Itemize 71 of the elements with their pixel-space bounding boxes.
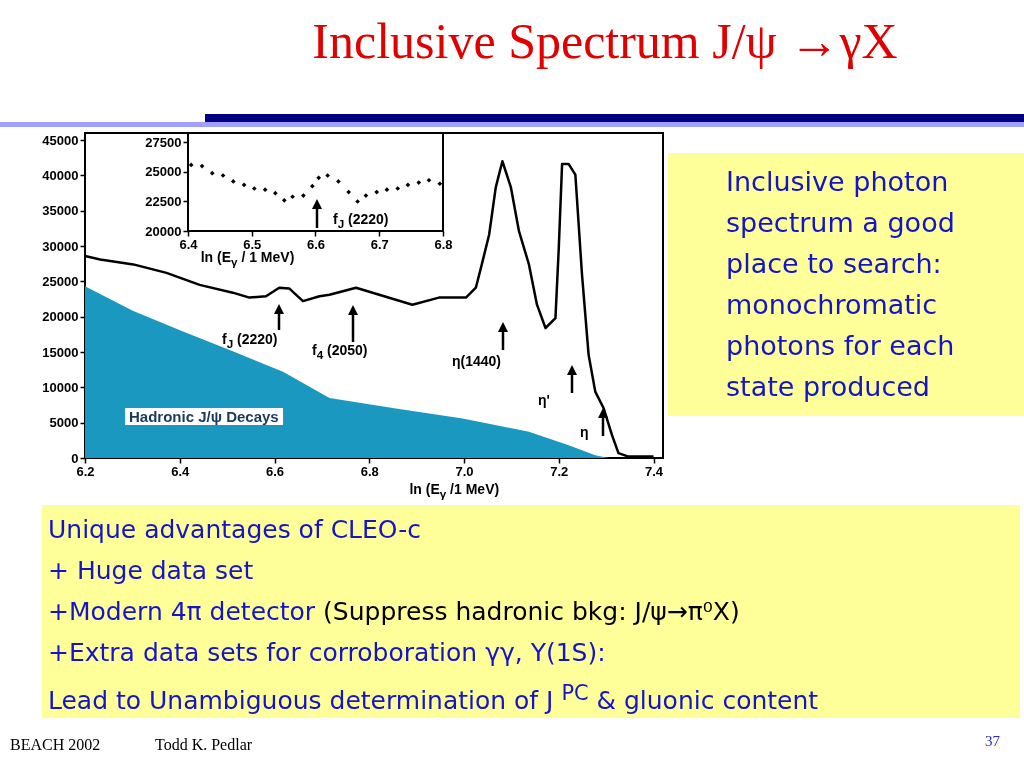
y-tick-label: 5000: [49, 415, 79, 431]
point: [262, 187, 268, 193]
point: [363, 193, 369, 198]
y-tick-label: 20000: [42, 309, 79, 325]
point: [241, 182, 247, 188]
point: [437, 181, 443, 187]
annotation: f$_{J}$ (2220): [222, 331, 278, 350]
point: [325, 173, 330, 178]
x-tick-label: 6.6: [265, 463, 285, 479]
point: [188, 162, 194, 168]
point: [251, 186, 257, 191]
point: [301, 193, 306, 198]
text: +Modern 4π detector: [48, 597, 316, 626]
y-tick-label: 30000: [42, 238, 79, 254]
annotation: η(1440): [452, 353, 502, 369]
point: [416, 180, 422, 185]
x-tick-label: 6.8: [360, 463, 379, 479]
point: [384, 187, 390, 193]
x-tick-label: 6.5: [243, 236, 262, 252]
x-tick-label: 7.4: [644, 463, 664, 479]
text: BEACH 2002: [10, 736, 101, 754]
y-tick-label: 15000: [42, 344, 79, 360]
x-axis-title: ln (E$_{γ}$ / 1 MeV): [200, 249, 295, 268]
text: Inclusive photon spectrum a good place to search: monochromatic photons for each state produced: [668, 153, 1024, 416]
point: [405, 182, 411, 188]
text: +Extra data sets for corroboration γγ, Υ(1S):: [48, 638, 606, 667]
point: [316, 175, 322, 181]
point: [374, 189, 380, 195]
y-tick-label: 25000: [42, 273, 79, 289]
point: [209, 170, 215, 176]
y-tick-label: 10000: [42, 379, 79, 395]
point: [309, 183, 315, 189]
text: + Huge data set: [48, 556, 254, 585]
y-tick-label: 45000: [42, 132, 79, 148]
x-tick-label: 7.0: [455, 463, 474, 479]
text: (Suppress hadronic bkg: J/ψ→π⁰X): [322, 597, 740, 626]
point: [199, 163, 205, 169]
annotation: η: [580, 424, 589, 440]
chart-title: Inclusive Spectrum J/ψ →γX: [311, 12, 899, 70]
point: [426, 177, 432, 183]
point: [272, 190, 278, 196]
annotation: η': [538, 392, 550, 408]
x-tick-label: 6.7: [370, 236, 389, 252]
y-tick-label: 40000: [42, 167, 79, 183]
annotation: f$_{J}$ (2220): [333, 211, 389, 230]
y-tick-label: 20000: [145, 223, 182, 239]
text: Unique advantages of CLEO-c: [48, 515, 421, 544]
text: Lead to Unambiguous determination of J $^{PC}$ & gluonic content: [48, 681, 819, 716]
x-tick-label: 6.6: [306, 236, 326, 252]
y-tick-label: 22500: [145, 193, 182, 209]
point: [355, 199, 360, 204]
point: [336, 179, 341, 184]
x-tick-label: 6.2: [76, 463, 95, 479]
x-tick-label: 6.8: [434, 236, 453, 252]
x-tick-label: 6.4: [179, 236, 199, 252]
point: [395, 186, 401, 191]
point: [346, 189, 351, 195]
point: [230, 179, 236, 184]
y-tick-label: 0: [71, 450, 79, 466]
y-tick-label: 27500: [145, 134, 182, 150]
text: 37: [985, 733, 1000, 750]
x-axis-title: ln (E$_{γ}$ /1 MeV): [409, 481, 500, 500]
series-label: Hadronic J/ψ Decays: [125, 408, 283, 425]
x-tick-label: 7.2: [550, 463, 569, 479]
y-tick-label: 35000: [42, 203, 79, 219]
x-tick-label: 6.4: [171, 463, 191, 479]
annotation: f$_{4}$ (2050): [312, 342, 368, 361]
point: [281, 197, 287, 203]
text: Todd K. Pedlar: [155, 736, 253, 754]
y-tick-label: 25000: [145, 164, 182, 180]
point: [290, 194, 295, 200]
